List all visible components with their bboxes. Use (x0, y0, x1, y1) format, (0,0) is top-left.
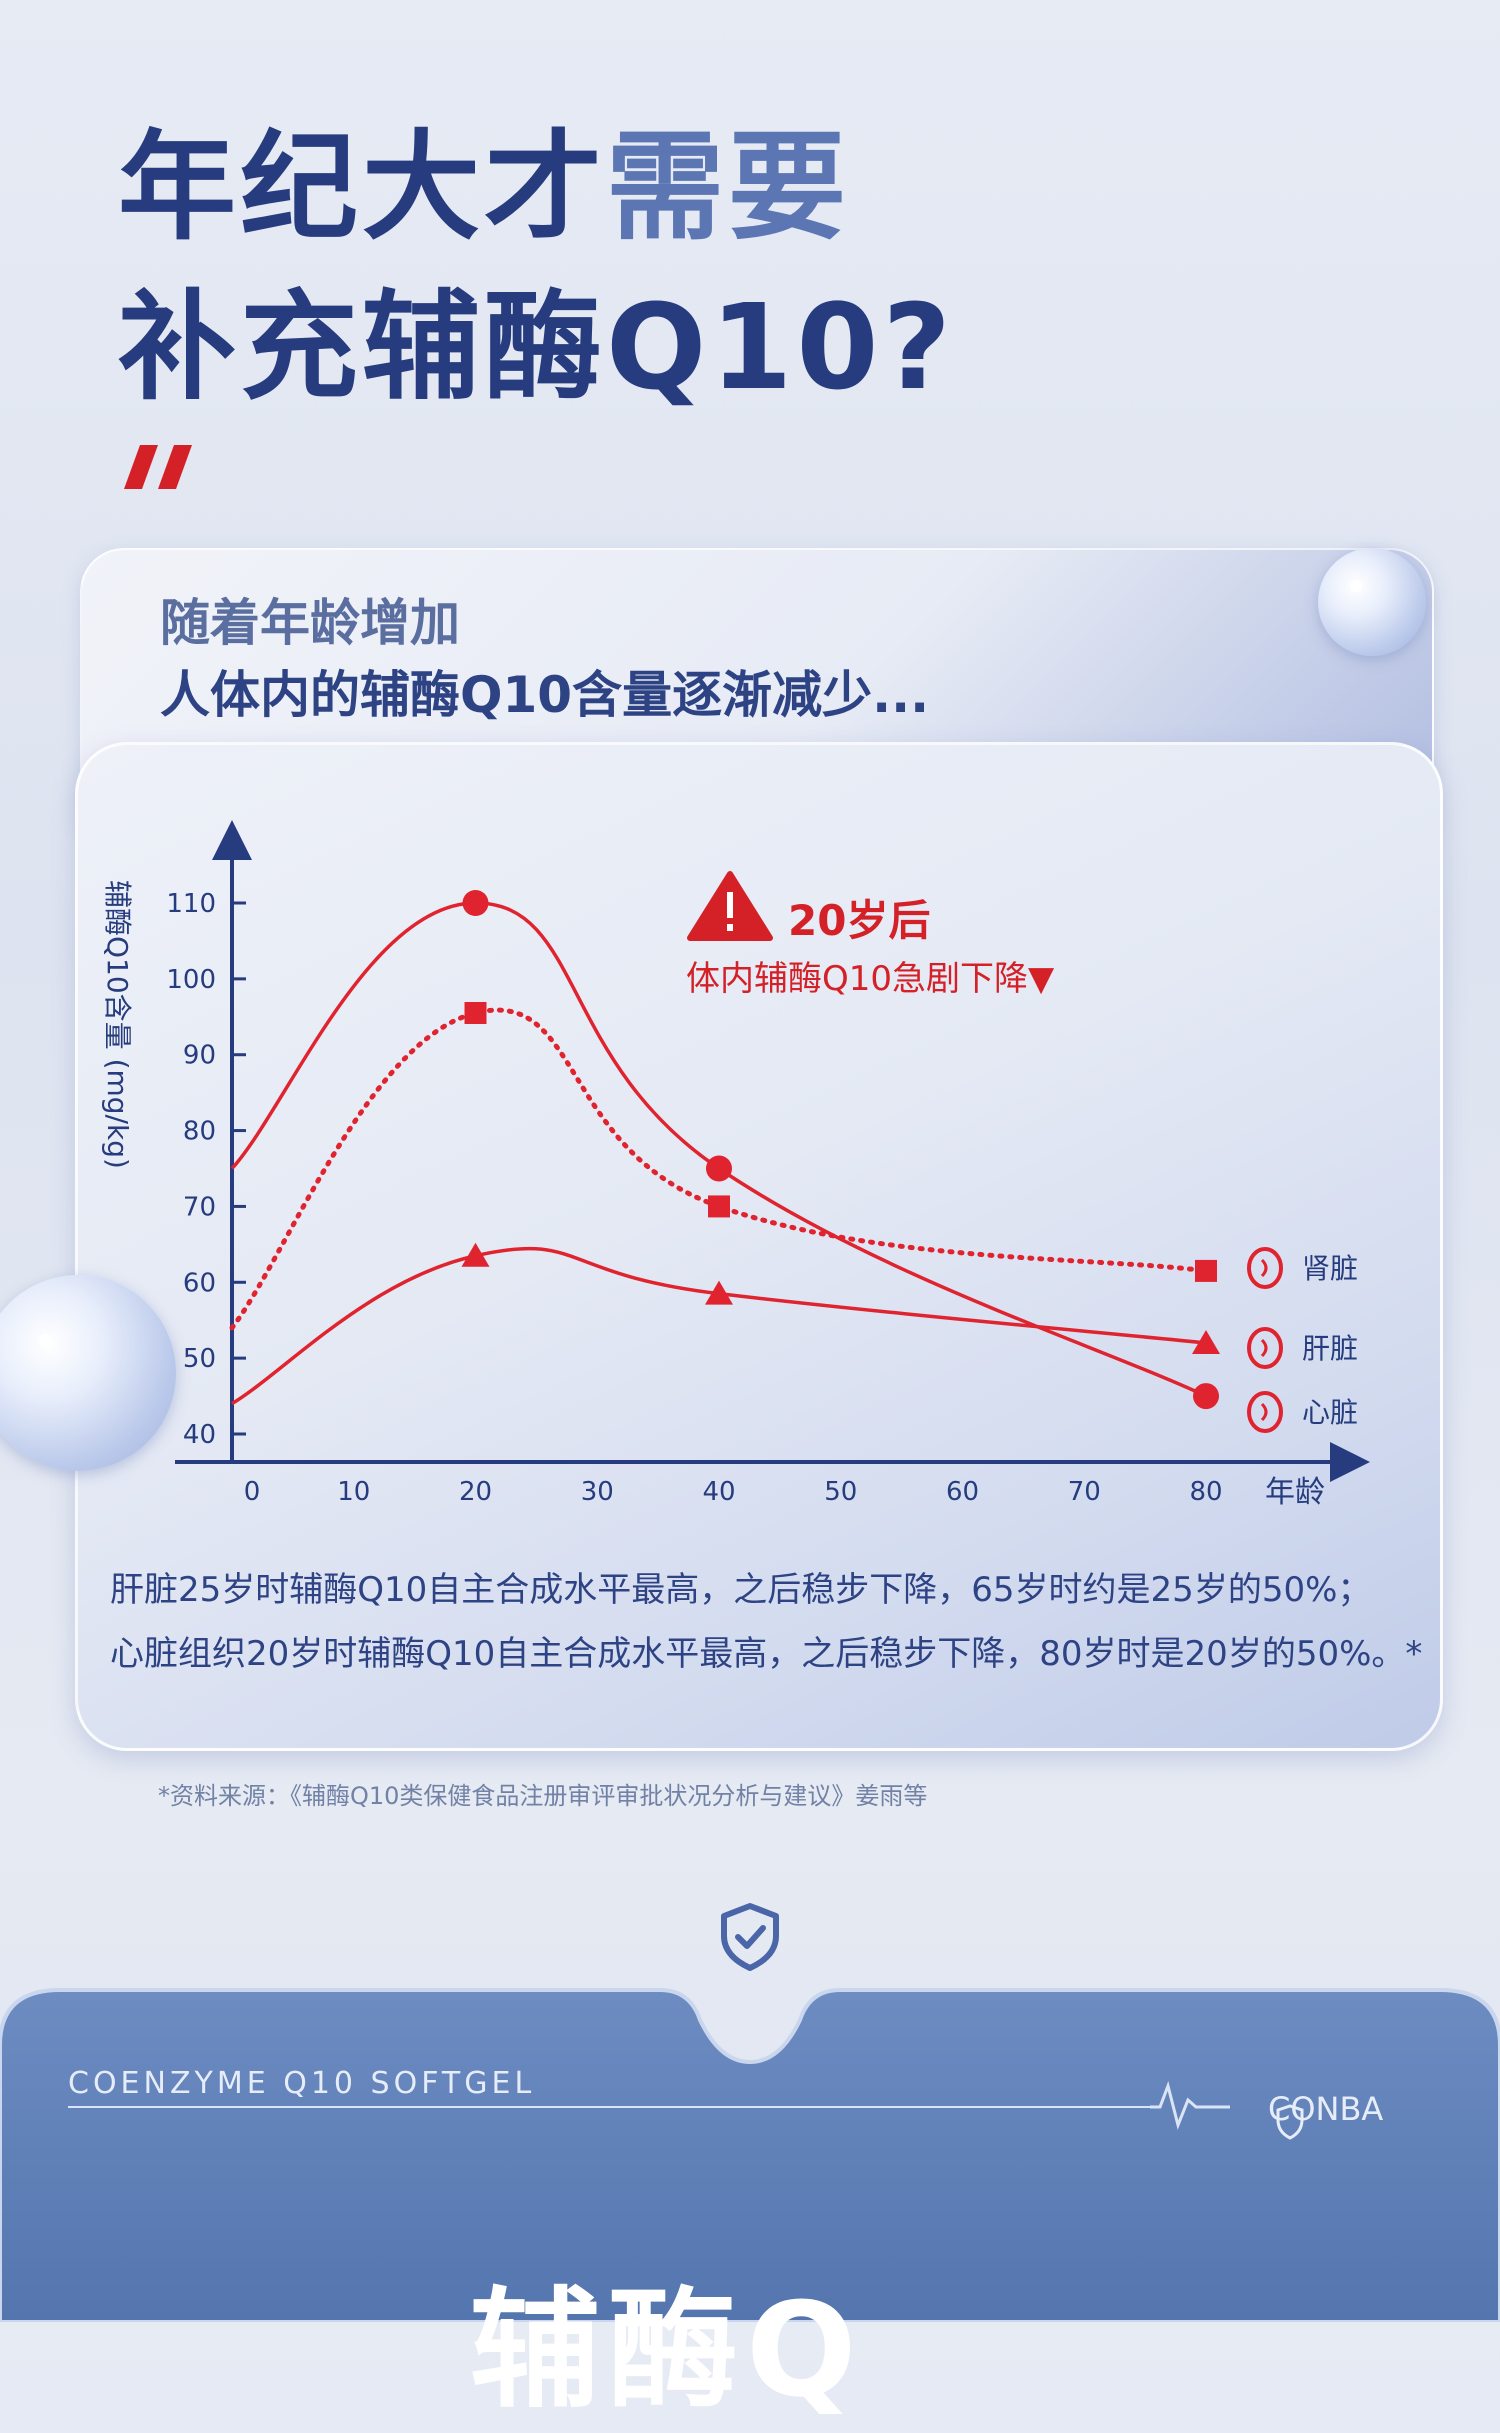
x-tick-label: 10 (337, 1477, 370, 1507)
brand-name: CONBA (1268, 2090, 1384, 2128)
chart-lines (229, 901, 1209, 1406)
point-marker (1192, 1329, 1220, 1354)
y-tick-label: 70 (183, 1192, 216, 1222)
callout-title: 20岁后 (788, 896, 930, 945)
y-tick-label: 60 (183, 1268, 216, 1298)
headline-line1: 年纪大才需要 (118, 128, 850, 246)
y-tick-label: 110 (166, 889, 216, 919)
x-tick-label: 70 (1068, 1477, 1101, 1507)
heart-icon (1247, 1391, 1283, 1433)
quote-mark-icon (124, 445, 192, 489)
point-marker (461, 1242, 490, 1267)
card-subtitle-1: 随着年龄增加 (160, 594, 460, 652)
note-liver: 肝脏25岁时辅酶Q10自主合成水平最高，之后稳步下降，65岁时约是25岁的50%… (110, 1570, 1372, 1610)
point-marker (705, 1280, 733, 1305)
x-tick-label: 30 (581, 1477, 614, 1507)
y-tick-label: 50 (183, 1344, 216, 1374)
y-tick-label: 40 (183, 1420, 216, 1450)
product-text: COENZYME Q10 SOFTGEL (68, 2066, 536, 2101)
chart-markers (461, 890, 1220, 1410)
x-tick-label: 40 (702, 1477, 735, 1507)
legend-label: 肾脏 (1302, 1252, 1358, 1285)
point-marker (464, 1001, 487, 1024)
x-axis-label: 年龄 (1265, 1475, 1325, 1510)
source-note: *资料来源：《辅酶Q10类保健食品注册审评审批状况分析与建议》姜雨等 (158, 1782, 928, 1810)
kidney-icon (1247, 1247, 1283, 1289)
x-tick-label: 50 (824, 1477, 857, 1507)
y-tick-label: 80 (183, 1117, 216, 1147)
y-tick-label: 90 (183, 1041, 216, 1071)
point-marker (1195, 1259, 1217, 1282)
point-marker (708, 1195, 730, 1218)
y-axis-label: 辅酶Q10含量 (mg/kg) (101, 880, 134, 1169)
water-bubble-left (0, 1275, 176, 1471)
card-subtitle-2: 人体内的辅酶Q10含量逐渐减少... (160, 666, 930, 724)
chart-axes: 40 50 60 70 80 90 100 110 0 10 20 30 40 50 60 70 80 年龄 辅酶Q… (101, 820, 1370, 1510)
series-line-肾脏 (229, 1007, 1209, 1331)
legend-label: 肝脏 (1302, 1332, 1358, 1365)
x-tick-label: 60 (946, 1477, 979, 1507)
point-marker (706, 1155, 732, 1182)
series-line-肝脏 (231, 1246, 1207, 1406)
headline-dark: 年纪大才 (118, 118, 607, 256)
x-tick-label: 0 (244, 1477, 261, 1507)
chart: 40 50 60 70 80 90 100 110 0 10 20 30 40 50 60 70 80 年龄 辅酶Q… (101, 820, 1370, 1510)
point-marker (462, 890, 489, 916)
x-tick-label: 20 (459, 1477, 492, 1507)
water-bubble-top (1318, 548, 1426, 656)
y-tick-label: 100 (166, 965, 216, 995)
liver-icon (1247, 1327, 1283, 1369)
callout-text: 体内辅酶Q10急剧下降▼ (686, 959, 1055, 999)
section-title: 辅酶Q (470, 2274, 865, 2426)
x-tick-label: 80 (1189, 1477, 1222, 1507)
point-marker (1193, 1383, 1219, 1410)
series-line-心脏 (230, 901, 1207, 1398)
warning-icon (687, 871, 773, 941)
legend-label: 心脏 (1302, 1396, 1358, 1429)
chart-card (75, 742, 1443, 1751)
headline-accent: 需要 (606, 118, 851, 256)
headline-line2: 补充辅酶Q10? (118, 278, 955, 416)
shield-check-icon (721, 1903, 779, 1971)
brand-shield-icon (1276, 2104, 1304, 2140)
bottom-band (0, 1988, 1500, 2322)
note-heart: 心脏组织20岁时辅酶Q10自主合成水平最高，之后稳步下降，80岁时是20岁的50… (110, 1634, 1423, 1674)
